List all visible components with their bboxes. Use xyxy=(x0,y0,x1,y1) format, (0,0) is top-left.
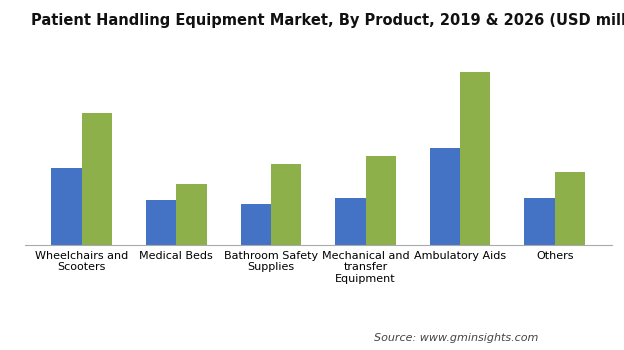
Bar xyxy=(51,168,82,245)
Bar xyxy=(525,198,555,245)
Bar xyxy=(555,172,585,245)
Bar xyxy=(82,113,112,245)
Text: Source: www.gminsights.com: Source: www.gminsights.com xyxy=(374,333,539,343)
Bar xyxy=(241,204,271,245)
Bar xyxy=(271,164,301,245)
Bar xyxy=(460,72,490,245)
Bar xyxy=(366,156,396,245)
Text: Patient Handling Equipment Market, By Product, 2019 & 2026 (USD million): Patient Handling Equipment Market, By Pr… xyxy=(31,13,624,28)
Bar xyxy=(335,198,366,245)
Bar xyxy=(146,200,177,245)
Bar xyxy=(430,148,460,245)
Bar xyxy=(177,184,207,245)
